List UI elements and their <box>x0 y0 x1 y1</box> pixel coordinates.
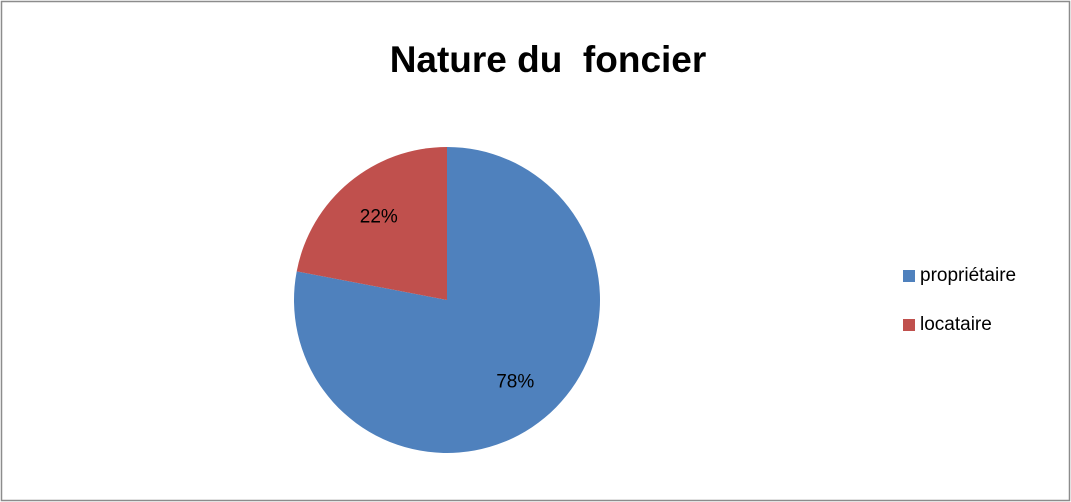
pie-slice <box>294 147 601 453</box>
legend-label: propriétaire <box>920 265 1016 286</box>
legend-label: locataire <box>920 314 992 335</box>
pie-slice <box>296 147 447 300</box>
data-label: 22% <box>360 207 398 228</box>
legend-swatch <box>903 270 915 282</box>
legend-swatch <box>903 319 915 331</box>
data-label: 78% <box>496 371 534 392</box>
chart-title: Nature du foncier <box>390 39 707 80</box>
